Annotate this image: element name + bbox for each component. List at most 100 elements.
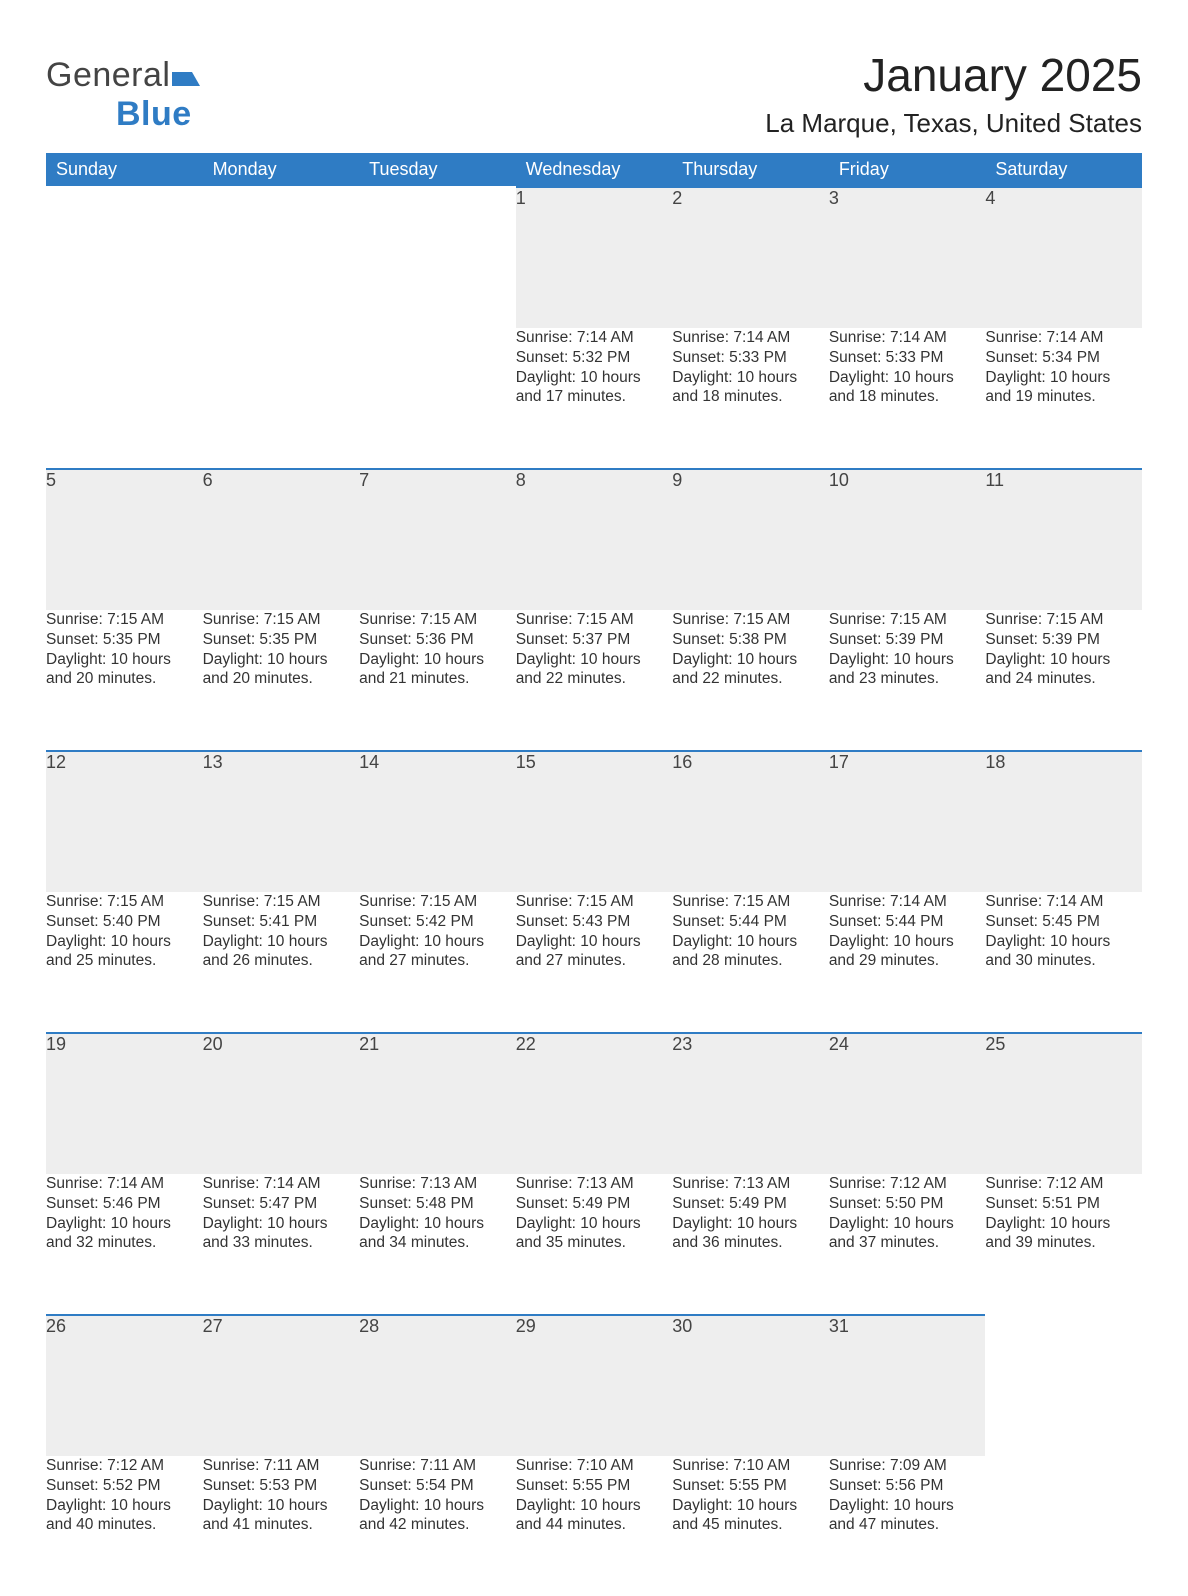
content-row: Sunrise: 7:12 AMSunset: 5:52 PM Daylight:… [46, 1456, 1142, 1596]
sunset-text: Sunset: 5:51 PM [985, 1194, 1142, 1214]
sunset-text: Sunset: 5:46 PM [46, 1194, 203, 1214]
day-number: 21 [359, 1033, 516, 1174]
empty-cell [203, 187, 360, 328]
daylight-line1: Daylight: 10 hours [203, 932, 360, 952]
daylight-line2: and 35 minutes. [516, 1233, 673, 1253]
weekday-header: Wednesday [516, 153, 673, 187]
daylight-line1: Daylight: 10 hours [985, 1214, 1142, 1234]
sunset-text: Sunset: 5:55 PM [516, 1476, 673, 1496]
empty-cell [359, 328, 516, 469]
daylight-line2: and 21 minutes. [359, 669, 516, 689]
day-cell: Sunrise: 7:14 AMSunset: 5:33 PMDaylight:… [672, 328, 829, 469]
day-cell: Sunrise: 7:14 AMSunset: 5:45 PMDaylight:… [985, 892, 1142, 1033]
sunset-text: Sunset: 5:38 PM [672, 630, 829, 650]
daylight-line1: Daylight: 10 hours [203, 1214, 360, 1234]
sunset-text: Sunset: 5:55 PM [672, 1476, 829, 1496]
sunrise-text: Sunrise: 7:12 AM [829, 1174, 986, 1194]
day-number: 1 [516, 187, 673, 328]
sunrise-text: Sunrise: 7:11 AM [359, 1456, 516, 1476]
daylight-line1: Daylight: 10 hours [359, 1496, 516, 1516]
daylight-line2: and 33 minutes. [203, 1233, 360, 1253]
day-cell: Sunrise: 7:14 AMSunset: 5:34 PMDaylight:… [985, 328, 1142, 469]
sunrise-text: Sunrise: 7:15 AM [672, 610, 829, 630]
sunrise-text: Sunrise: 7:15 AM [46, 892, 203, 912]
day-cell: Sunrise: 7:15 AMSunset: 5:37 PMDaylight:… [516, 610, 673, 751]
daynum-row: 567891011 [46, 469, 1142, 610]
sunrise-text: Sunrise: 7:14 AM [985, 892, 1142, 912]
daylight-line1: Daylight: 10 hours [516, 1496, 673, 1516]
daylight-line2: and 39 minutes. [985, 1233, 1142, 1253]
sunset-text: Sunset: 5:44 PM [672, 912, 829, 932]
empty-cell [46, 187, 203, 328]
daylight-line2: and 28 minutes. [672, 951, 829, 971]
sunset-text: Sunset: 5:43 PM [516, 912, 673, 932]
day-cell: Sunrise: 7:15 AMSunset: 5:39 PMDaylight:… [829, 610, 986, 751]
sunrise-text: Sunrise: 7:12 AM [985, 1174, 1142, 1194]
day-number: 4 [985, 187, 1142, 328]
day-cell: Sunrise: 7:15 AMSunset: 5:41 PMDaylight:… [203, 892, 360, 1033]
day-number: 14 [359, 751, 516, 892]
day-number: 26 [46, 1315, 203, 1456]
daynum-row: 262728293031 [46, 1315, 1142, 1456]
daylight-line1: Daylight: 10 hours [672, 368, 829, 388]
daylight-line2: and 26 minutes. [203, 951, 360, 971]
daynum-row: 12131415161718 [46, 751, 1142, 892]
day-number: 3 [829, 187, 986, 328]
empty-cell [359, 187, 516, 328]
sunrise-text: Sunrise: 7:15 AM [46, 610, 203, 630]
day-cell: Sunrise: 7:12 AMSunset: 5:51 PMDaylight:… [985, 1174, 1142, 1315]
day-number: 15 [516, 751, 673, 892]
day-number: 6 [203, 469, 360, 610]
day-number: 18 [985, 751, 1142, 892]
daylight-line1: Daylight: 10 hours [516, 368, 673, 388]
weekday-header: Tuesday [359, 153, 516, 187]
day-number: 31 [829, 1315, 986, 1456]
daynum-row: 1234 [46, 187, 1142, 328]
day-cell: Sunrise: 7:13 AMSunset: 5:48 PMDaylight:… [359, 1174, 516, 1315]
day-number: 19 [46, 1033, 203, 1174]
daylight-line2: and 25 minutes. [46, 951, 203, 971]
sunset-text: Sunset: 5:49 PM [672, 1194, 829, 1214]
daylight-line2: and 36 minutes. [672, 1233, 829, 1253]
content-row: Sunrise: 7:14 AMSunset: 5:46 PMDaylight:… [46, 1174, 1142, 1315]
sunrise-text: Sunrise: 7:12 AM [46, 1456, 203, 1476]
day-number: 24 [829, 1033, 986, 1174]
content-row: Sunrise: 7:14 AMSunset: 5:32 PMDaylight:… [46, 328, 1142, 469]
empty-cell [985, 1315, 1142, 1456]
sunset-text: Sunset: 5:39 PM [829, 630, 986, 650]
day-cell: Sunrise: 7:13 AMSunset: 5:49 PMDaylight:… [516, 1174, 673, 1315]
sunset-text: Sunset: 5:35 PM [203, 630, 360, 650]
daylight-line1: Daylight: 10 hours [672, 932, 829, 952]
sunrise-text: Sunrise: 7:15 AM [829, 610, 986, 630]
sunset-text: Sunset: 5:54 PM [359, 1476, 516, 1496]
sunset-text: Sunset: 5:45 PM [985, 912, 1142, 932]
sunset-text: Sunset: 5:39 PM [985, 630, 1142, 650]
daylight-line1: Daylight: 10 hours [985, 932, 1142, 952]
sunrise-text: Sunrise: 7:14 AM [672, 328, 829, 348]
day-cell: Sunrise: 7:14 AMSunset: 5:32 PMDaylight:… [516, 328, 673, 469]
sunrise-text: Sunrise: 7:13 AM [672, 1174, 829, 1194]
daylight-line1: Daylight: 10 hours [46, 650, 203, 670]
day-number: 5 [46, 469, 203, 610]
sunrise-text: Sunrise: 7:10 AM [672, 1456, 829, 1476]
month-title: January 2025 [765, 48, 1142, 102]
day-number: 25 [985, 1033, 1142, 1174]
day-cell: Sunrise: 7:15 AMSunset: 5:38 PMDaylight:… [672, 610, 829, 751]
brand-part1: General [46, 56, 170, 94]
daylight-line2: and 17 minutes. [516, 387, 673, 407]
day-cell: Sunrise: 7:15 AMSunset: 5:36 PMDaylight:… [359, 610, 516, 751]
day-cell: Sunrise: 7:15 AMSunset: 5:40 PMDaylight:… [46, 892, 203, 1033]
calendar-table: SundayMondayTuesdayWednesdayThursdayFrid… [46, 153, 1142, 1596]
sunset-text: Sunset: 5:42 PM [359, 912, 516, 932]
daylight-line1: Daylight: 10 hours [829, 932, 986, 952]
calendar-body: 1234Sunrise: 7:14 AMSunset: 5:32 PMDayli… [46, 187, 1142, 1596]
sunset-text: Sunset: 5:53 PM [203, 1476, 360, 1496]
sunrise-text: Sunrise: 7:15 AM [516, 610, 673, 630]
weekday-header: Thursday [672, 153, 829, 187]
daylight-line2: and 18 minutes. [672, 387, 829, 407]
sunset-text: Sunset: 5:49 PM [516, 1194, 673, 1214]
daylight-line1: Daylight: 10 hours [985, 650, 1142, 670]
daylight-line2: and 24 minutes. [985, 669, 1142, 689]
sunset-text: Sunset: 5:52 PM [46, 1476, 203, 1496]
day-cell: Sunrise: 7:14 AMSunset: 5:33 PMDaylight:… [829, 328, 986, 469]
